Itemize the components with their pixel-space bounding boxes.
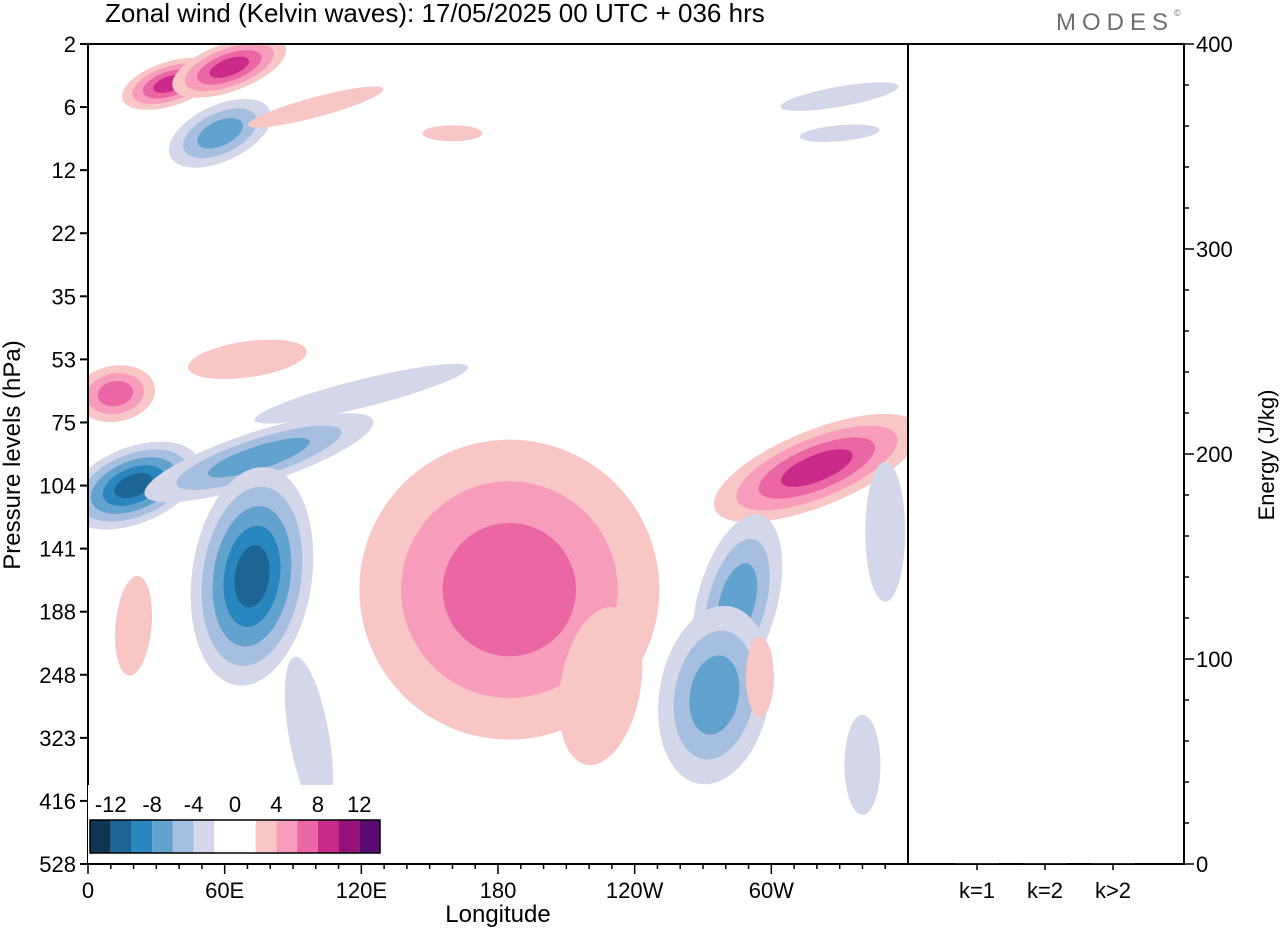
longitude-axis: 0 60E 120E 180 120W 60W <box>82 864 886 903</box>
contour-band <box>442 522 577 657</box>
energy-category-label: k=2 <box>1027 878 1063 903</box>
contour-band <box>689 655 740 735</box>
x-axis-title: Longitude <box>445 901 550 928</box>
colorbar-swatch <box>90 820 111 853</box>
easterly-anomaly <box>190 467 314 686</box>
brand-mark: © <box>1174 8 1181 18</box>
westerly-streak <box>248 86 384 128</box>
energy-category-label: k=1 <box>959 878 995 903</box>
colorbar-label: 12 <box>347 792 371 817</box>
colorbar-label: -12 <box>95 792 127 817</box>
contour-band <box>114 472 153 499</box>
energy-tick-label: 100 <box>1196 647 1233 672</box>
colorbar-swatch <box>131 820 153 853</box>
y-tick-label: 35 <box>52 284 76 309</box>
colorbar-swatch <box>359 820 380 853</box>
y-tick-label: 6 <box>64 95 76 120</box>
contour-band <box>207 437 310 478</box>
colorbar-label: -4 <box>184 792 204 817</box>
colorbar-label: -8 <box>142 792 162 817</box>
colorbar-swatch <box>152 820 173 853</box>
easterly-streak <box>799 124 880 142</box>
y-tick-label: 141 <box>39 537 76 562</box>
colorbar-swatch <box>297 820 318 853</box>
energy-tick-label: 300 <box>1196 237 1233 262</box>
colorbar-swatch <box>214 820 235 853</box>
x-tick-label: 0 <box>82 878 94 903</box>
y-tick-label: 248 <box>39 663 76 688</box>
y-tick-label: 416 <box>39 789 76 814</box>
colorbar-label: 0 <box>229 792 241 817</box>
y-tick-label: 53 <box>52 347 76 372</box>
contour-band <box>209 56 250 78</box>
modes-logo: MODES© <box>1056 8 1181 37</box>
westerly-streak <box>422 125 483 142</box>
westerly-anomaly <box>172 44 287 98</box>
contour-band <box>781 449 853 487</box>
x-tick-label: 60W <box>749 878 794 903</box>
easterly-streak <box>865 461 906 602</box>
energy-tick-label: 200 <box>1196 442 1233 467</box>
energy-category-label: k>2 <box>1095 878 1131 903</box>
easterly-anomaly <box>144 413 374 503</box>
chart-title: Zonal wind (Kelvin waves): 17/05/2025 00… <box>105 0 765 28</box>
zonal-wind-field <box>88 44 908 815</box>
y-tick-label: 104 <box>39 474 76 499</box>
energy-bars: k=1 k=2 k>2 <box>955 862 1135 903</box>
x-tick-label: 60E <box>205 878 244 903</box>
colorbar-swatch <box>172 820 194 853</box>
colorbar-swatch <box>338 820 360 853</box>
energy-axis-title: Energy (J/kg) <box>1254 390 1279 521</box>
y-axis-title: Pressure levels (hPa) <box>0 340 26 569</box>
y-tick-label: 12 <box>52 158 76 183</box>
easterly-anomaly <box>88 441 201 530</box>
westerly-streak <box>558 606 643 766</box>
westerly-streak <box>745 636 774 717</box>
y-tick-label: 75 <box>52 410 76 435</box>
colorbar-swatch <box>193 820 215 853</box>
y-tick-label: 323 <box>39 726 76 751</box>
y-tick-label: 528 <box>39 852 76 877</box>
westerly-anomaly <box>88 365 156 423</box>
energy-bar <box>955 862 999 865</box>
y-tick-label: 2 <box>64 32 76 57</box>
colorbar-swatch <box>235 820 256 853</box>
energy-panel-frame <box>907 43 1185 865</box>
y-tick-label: 188 <box>39 600 76 625</box>
brand-name: MODES <box>1056 9 1175 36</box>
colorbar-swatch <box>276 820 298 853</box>
energy-bar <box>1091 862 1135 865</box>
colorbar-frame <box>89 819 381 854</box>
easterly-streak <box>844 714 881 815</box>
westerly-streak <box>187 339 307 380</box>
contour-band <box>234 545 270 608</box>
y-tick-label: 22 <box>52 221 76 246</box>
colorbar-legend: -12 -8 -4 0 4 8 12 <box>88 785 388 863</box>
energy-axis: 0 100 200 300 400 <box>1184 32 1233 877</box>
x-tick-label: 120E <box>336 878 387 903</box>
contour-band <box>197 117 243 149</box>
easterly-streak <box>284 656 334 815</box>
x-tick-label: 120W <box>606 878 664 903</box>
pressure-axis: 2 6 12 22 35 53 75 104 141 188 248 323 416 528 <box>39 32 88 877</box>
colorbar-swatch <box>317 820 339 853</box>
westerly-streak <box>115 575 153 676</box>
energy-tick-label: 0 <box>1196 852 1208 877</box>
colorbar-swatch <box>255 820 277 853</box>
colorbar-swatch <box>110 820 132 853</box>
energy-bar <box>1023 862 1067 865</box>
easterly-anomaly <box>658 605 771 785</box>
colorbar-label: 8 <box>312 792 324 817</box>
x-tick-label: 180 <box>480 878 517 903</box>
easterly-streak <box>780 82 899 111</box>
westerly-anomaly <box>713 413 908 523</box>
easterly-anomaly <box>168 98 272 168</box>
contour-band <box>97 381 133 407</box>
colorbar-label: 4 <box>270 792 282 817</box>
easterly-streak <box>254 363 469 424</box>
energy-tick-label: 400 <box>1196 32 1233 57</box>
